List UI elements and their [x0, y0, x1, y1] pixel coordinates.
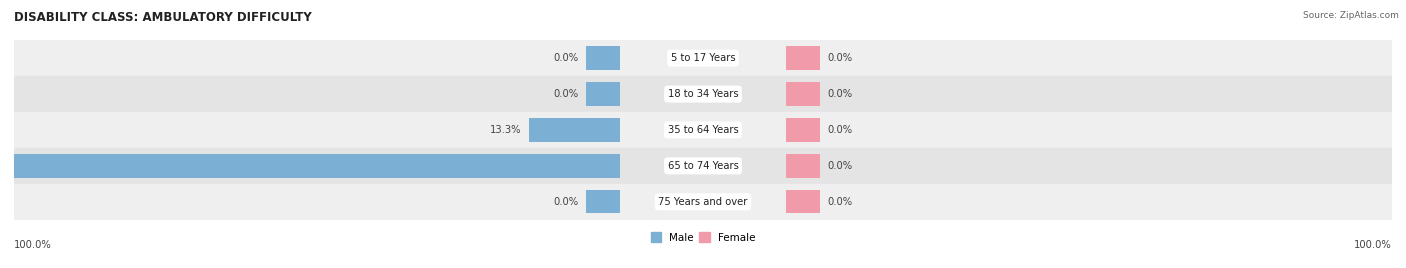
Bar: [14, 148, 1392, 184]
Bar: [586, 46, 620, 70]
Bar: [14, 76, 1392, 112]
Text: 100.0%: 100.0%: [14, 240, 52, 250]
Bar: [529, 118, 620, 142]
Text: 13.3%: 13.3%: [491, 125, 522, 135]
Text: 0.0%: 0.0%: [554, 197, 579, 207]
Text: 35 to 64 Years: 35 to 64 Years: [668, 125, 738, 135]
Bar: [586, 82, 620, 106]
Text: 0.0%: 0.0%: [827, 197, 852, 207]
Bar: [786, 46, 820, 70]
Legend: Male, Female: Male, Female: [647, 228, 759, 247]
Text: 0.0%: 0.0%: [554, 89, 579, 99]
Text: 0.0%: 0.0%: [554, 53, 579, 63]
Text: 0.0%: 0.0%: [827, 89, 852, 99]
Text: 75 Years and over: 75 Years and over: [658, 197, 748, 207]
Bar: [14, 40, 1392, 76]
Text: 65 to 74 Years: 65 to 74 Years: [668, 161, 738, 171]
Text: Source: ZipAtlas.com: Source: ZipAtlas.com: [1303, 11, 1399, 20]
Text: 5 to 17 Years: 5 to 17 Years: [671, 53, 735, 63]
Text: DISABILITY CLASS: AMBULATORY DIFFICULTY: DISABILITY CLASS: AMBULATORY DIFFICULTY: [14, 11, 312, 24]
Bar: [786, 118, 820, 142]
Bar: [0, 154, 620, 178]
Bar: [786, 154, 820, 178]
Bar: [14, 112, 1392, 148]
Bar: [586, 190, 620, 214]
Bar: [786, 82, 820, 106]
Bar: [786, 190, 820, 214]
Text: 0.0%: 0.0%: [827, 125, 852, 135]
Bar: [14, 184, 1392, 220]
Text: 18 to 34 Years: 18 to 34 Years: [668, 89, 738, 99]
Text: 0.0%: 0.0%: [827, 53, 852, 63]
Text: 100.0%: 100.0%: [1354, 240, 1392, 250]
Text: 0.0%: 0.0%: [827, 161, 852, 171]
